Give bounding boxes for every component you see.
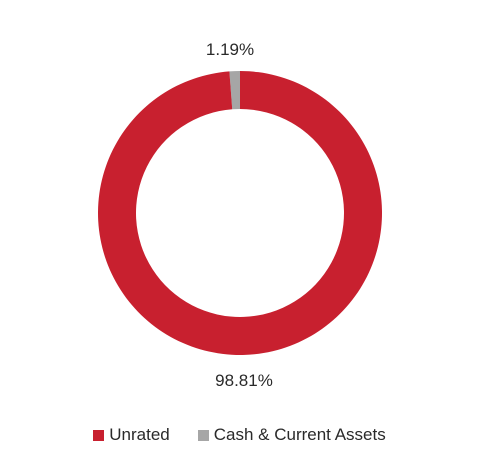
slice-cash-current-assets <box>229 71 240 110</box>
slice-unrated <box>98 71 383 355</box>
data-label-cash-current-assets: 1.19% <box>206 40 254 59</box>
legend-item-unrated: Unrated <box>93 425 170 445</box>
legend-item-cash-current-assets: Cash & Current Assets <box>197 425 386 445</box>
legend-swatch-unrated <box>93 429 105 441</box>
donut-slices <box>98 71 383 355</box>
data-label-unrated: 98.81% <box>215 371 273 390</box>
legend-swatch-cash-current-assets <box>197 429 209 441</box>
legend-label-unrated: Unrated <box>109 425 170 444</box>
legend: Unrated Cash & Current Assets <box>0 424 479 446</box>
legend-label-cash-current-assets: Cash & Current Assets <box>213 425 386 444</box>
